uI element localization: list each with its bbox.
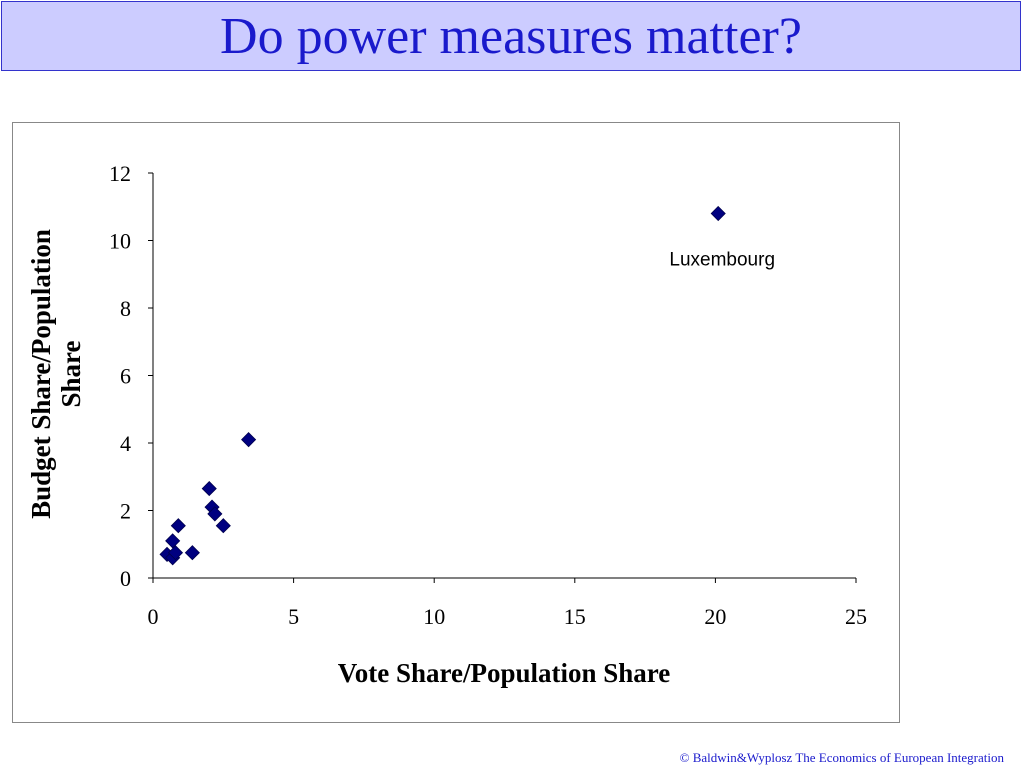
data-point xyxy=(201,480,217,497)
data-point xyxy=(184,545,200,561)
y-tick-label: 8 xyxy=(120,296,131,321)
data-point xyxy=(165,533,181,549)
y-tick-label: 4 xyxy=(120,431,131,456)
x-tick-label: 0 xyxy=(148,604,159,629)
title-bar: Do power measures matter? xyxy=(1,1,1021,71)
data-point xyxy=(167,545,184,561)
chart-ticks: 0 2 4 6 8 10 12 0 5 10 15 20 25 xyxy=(109,161,867,629)
footer-copyright: © Baldwin&Wyplosz The Economics of Europ… xyxy=(679,750,1004,765)
chart-points: Luxembourg xyxy=(159,205,775,566)
y-tick-label: 2 xyxy=(120,499,131,524)
data-point xyxy=(215,518,231,534)
y-tick-label: 12 xyxy=(109,161,131,186)
y-tick-label: 6 xyxy=(120,364,131,389)
data-point xyxy=(241,432,257,448)
x-tick-label: 25 xyxy=(845,604,867,629)
data-point xyxy=(170,518,186,534)
x-tick-label: 15 xyxy=(564,604,586,629)
chart-axes xyxy=(152,173,856,579)
data-point-label: Luxembourg xyxy=(669,250,775,271)
data-point xyxy=(710,205,726,222)
slide-title: Do power measures matter? xyxy=(220,8,802,65)
x-tick-label: 10 xyxy=(423,604,445,629)
y-axis-label: Budget Share/PopulationShare xyxy=(26,229,86,519)
y-tick-label: 0 xyxy=(120,566,131,591)
chart-frame xyxy=(12,122,900,723)
x-tick-label: 5 xyxy=(288,604,299,629)
x-axis-label: Vote Share/Population Share xyxy=(338,658,671,688)
data-point xyxy=(207,506,223,522)
y-tick-label: 10 xyxy=(109,229,131,254)
x-tick-label: 20 xyxy=(704,604,726,629)
